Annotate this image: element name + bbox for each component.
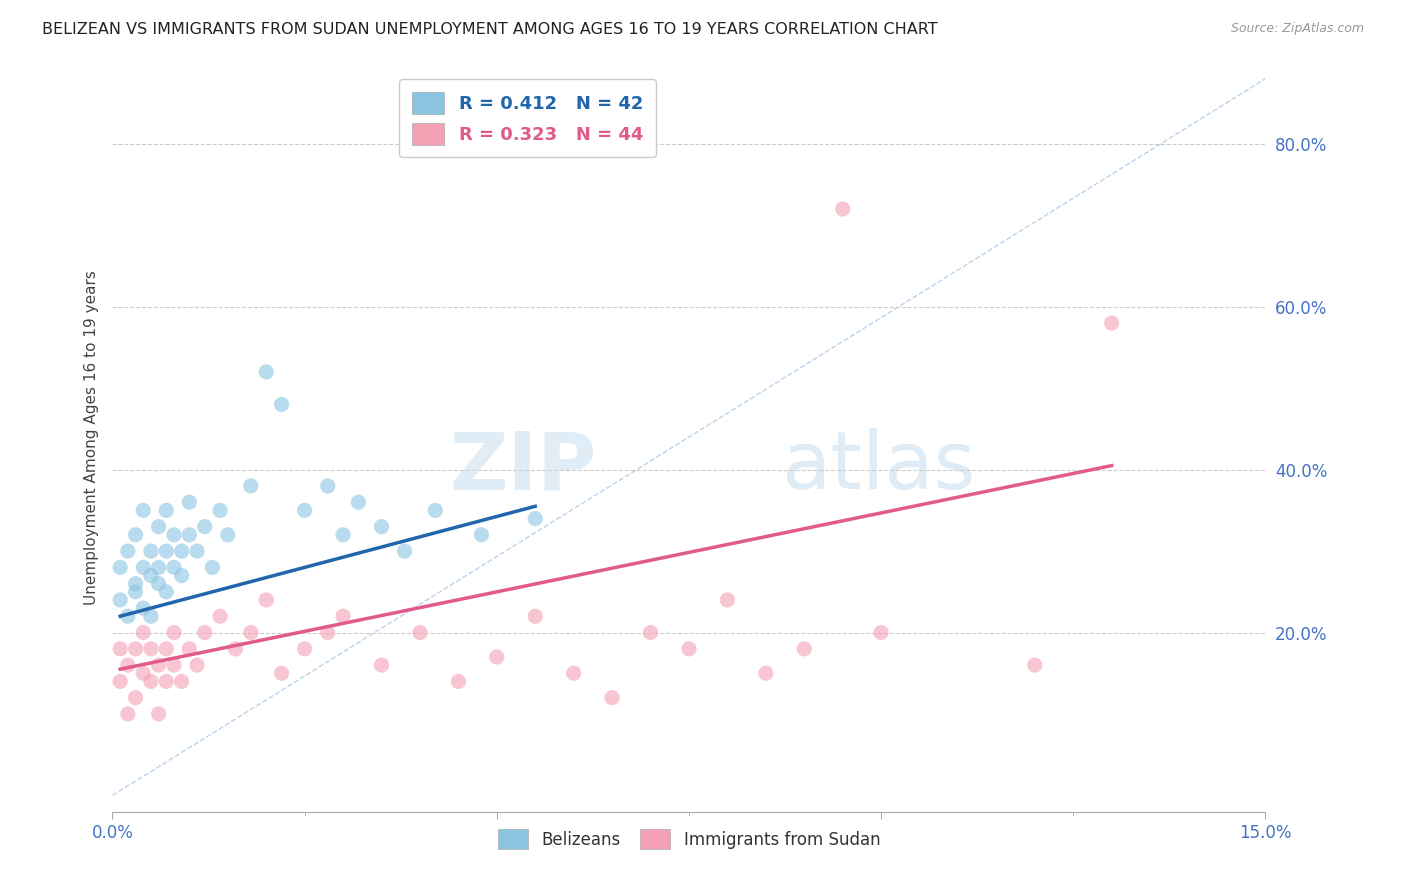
Point bbox=[124, 576, 146, 591]
Point bbox=[148, 658, 170, 673]
Point bbox=[640, 625, 662, 640]
Point bbox=[186, 658, 208, 673]
Point bbox=[332, 528, 354, 542]
Y-axis label: Unemployment Among Ages 16 to 19 years: Unemployment Among Ages 16 to 19 years bbox=[83, 269, 98, 605]
Point bbox=[316, 625, 339, 640]
Point bbox=[163, 625, 186, 640]
Point bbox=[139, 641, 162, 656]
Point bbox=[132, 625, 155, 640]
Point bbox=[108, 560, 131, 574]
Point bbox=[1024, 658, 1046, 673]
Point bbox=[524, 609, 547, 624]
Point bbox=[409, 625, 432, 640]
Point bbox=[425, 503, 447, 517]
Point bbox=[163, 658, 186, 673]
Point bbox=[132, 666, 155, 681]
Point bbox=[139, 544, 162, 558]
Point bbox=[394, 544, 416, 558]
Point bbox=[332, 609, 354, 624]
Point bbox=[148, 706, 170, 721]
Point bbox=[148, 576, 170, 591]
Point bbox=[155, 674, 177, 689]
Point bbox=[155, 584, 177, 599]
Point bbox=[316, 479, 339, 493]
Point bbox=[370, 519, 392, 533]
Point bbox=[239, 479, 262, 493]
Point bbox=[108, 674, 131, 689]
Point bbox=[155, 544, 177, 558]
Point bbox=[117, 658, 139, 673]
Point bbox=[1101, 316, 1123, 330]
Point bbox=[294, 641, 316, 656]
Point bbox=[124, 584, 146, 599]
Point bbox=[201, 560, 224, 574]
Point bbox=[117, 609, 139, 624]
Point bbox=[793, 641, 815, 656]
Point bbox=[124, 641, 146, 656]
Point bbox=[117, 706, 139, 721]
Point bbox=[755, 666, 778, 681]
Text: atlas: atlas bbox=[782, 428, 976, 506]
Point bbox=[117, 544, 139, 558]
Point bbox=[470, 528, 492, 542]
Point bbox=[163, 560, 186, 574]
Point bbox=[270, 397, 292, 411]
Point bbox=[179, 528, 201, 542]
Point bbox=[678, 641, 700, 656]
Point bbox=[155, 641, 177, 656]
Point bbox=[139, 568, 162, 582]
Point bbox=[224, 641, 246, 656]
Point bbox=[239, 625, 262, 640]
Point bbox=[524, 511, 547, 525]
Point bbox=[139, 674, 162, 689]
Point bbox=[870, 625, 893, 640]
Point bbox=[217, 528, 239, 542]
Point bbox=[831, 202, 853, 216]
Text: BELIZEAN VS IMMIGRANTS FROM SUDAN UNEMPLOYMENT AMONG AGES 16 TO 19 YEARS CORRELA: BELIZEAN VS IMMIGRANTS FROM SUDAN UNEMPL… bbox=[42, 22, 938, 37]
Point bbox=[124, 528, 146, 542]
Point bbox=[170, 544, 193, 558]
Point bbox=[163, 528, 186, 542]
Point bbox=[562, 666, 585, 681]
Point bbox=[347, 495, 370, 509]
Point bbox=[270, 666, 292, 681]
Point bbox=[370, 658, 392, 673]
Point bbox=[108, 641, 131, 656]
Point bbox=[124, 690, 146, 705]
Point bbox=[132, 601, 155, 615]
Point bbox=[294, 503, 316, 517]
Point bbox=[447, 674, 470, 689]
Point bbox=[254, 593, 277, 607]
Point bbox=[194, 519, 217, 533]
Point bbox=[485, 650, 508, 665]
Point bbox=[716, 593, 738, 607]
Point bbox=[148, 560, 170, 574]
Point bbox=[194, 625, 217, 640]
Point bbox=[186, 544, 208, 558]
Point bbox=[170, 568, 193, 582]
Legend: Belizeans, Immigrants from Sudan: Belizeans, Immigrants from Sudan bbox=[491, 822, 887, 855]
Point bbox=[209, 503, 232, 517]
Point bbox=[132, 503, 155, 517]
Point bbox=[139, 609, 162, 624]
Point bbox=[179, 495, 201, 509]
Text: Source: ZipAtlas.com: Source: ZipAtlas.com bbox=[1230, 22, 1364, 36]
Point bbox=[600, 690, 623, 705]
Point bbox=[254, 365, 277, 379]
Point bbox=[148, 519, 170, 533]
Text: ZIP: ZIP bbox=[450, 428, 596, 506]
Point bbox=[209, 609, 232, 624]
Point bbox=[155, 503, 177, 517]
Point bbox=[108, 593, 131, 607]
Point bbox=[170, 674, 193, 689]
Point bbox=[132, 560, 155, 574]
Point bbox=[179, 641, 201, 656]
